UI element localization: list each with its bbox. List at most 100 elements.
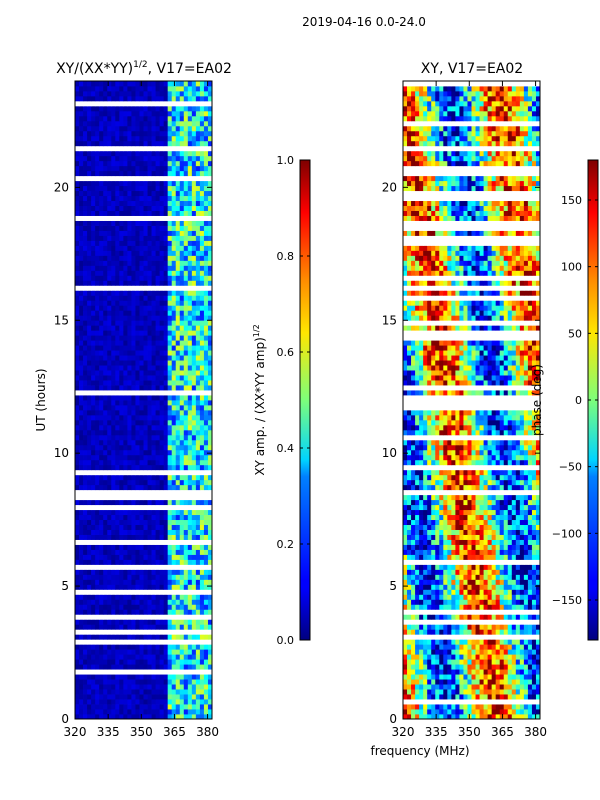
heatmap-cell: [155, 599, 161, 605]
heatmap-cell: [407, 694, 412, 700]
heatmap-cell: [143, 275, 148, 281]
heatmap-cell: [459, 629, 464, 635]
heatmap-cell: [87, 449, 92, 456]
heatmap-cell: [179, 479, 185, 486]
heatmap-cell: [183, 404, 189, 411]
heatmap-cell: [155, 564, 161, 570]
heatmap-cell: [171, 90, 177, 97]
heatmap-cell: [163, 175, 169, 182]
heatmap-cell: [91, 345, 96, 351]
heatmap-cell: [191, 300, 197, 306]
heatmap-cell: [163, 459, 169, 466]
heatmap-cell: [195, 135, 201, 142]
heatmap-cell: [91, 95, 96, 102]
heatmap-cell: [431, 644, 436, 650]
heatmap-cell: [159, 509, 165, 516]
heatmap-cell: [159, 81, 165, 87]
heatmap-cell: [187, 609, 193, 615]
heatmap-cell: [139, 419, 144, 426]
heatmap-cell: [179, 320, 185, 326]
heatmap-cell: [451, 669, 456, 675]
heatmap-cell: [179, 135, 185, 142]
heatmap-cell: [91, 494, 96, 501]
heatmap-cell: [199, 375, 205, 381]
heatmap-cell: [151, 569, 156, 575]
heatmap-cell: [175, 380, 181, 386]
heatmap-cell: [87, 375, 92, 381]
heatmap-cell: [131, 519, 136, 526]
heatmap-cell: [95, 370, 100, 376]
heatmap-cell: [179, 614, 185, 620]
heatmap-cell: [415, 679, 420, 685]
heatmap-cell: [195, 469, 201, 476]
heatmap-cell: [191, 714, 197, 719]
heatmap-cell: [87, 250, 92, 256]
heatmap-cell: [79, 644, 84, 650]
heatmap-cell: [91, 454, 96, 461]
heatmap-cell: [479, 639, 484, 645]
heatmap-cell: [107, 694, 112, 700]
heatmap-cell: [179, 584, 185, 590]
heatmap-cell: [175, 290, 181, 296]
heatmap-cell: [83, 165, 88, 172]
heatmap-cell: [79, 100, 84, 107]
heatmap-cell: [155, 250, 161, 256]
heatmap-cell: [155, 704, 161, 710]
heatmap-cell: [143, 439, 148, 446]
heatmap-cell: [87, 659, 92, 665]
heatmap-cell: [199, 614, 205, 620]
heatmap-cell: [103, 90, 108, 97]
heatmap-cell: [119, 310, 124, 316]
heatmap-cell: [75, 195, 80, 202]
heatmap-cell: [155, 340, 161, 346]
heatmap-cell: [75, 534, 80, 540]
heatmap-cell: [127, 584, 132, 590]
heatmap-cell: [179, 609, 185, 615]
heatmap-cell: [127, 205, 132, 211]
heatmap-cell: [171, 155, 177, 162]
heatmap-cell: [155, 190, 161, 197]
heatmap-cell: [99, 509, 104, 516]
heatmap-cell: [175, 454, 181, 461]
heatmap-cell: [131, 105, 136, 112]
heatmap-cell: [139, 434, 144, 441]
heatmap-cell: [119, 81, 124, 87]
heatmap-cell: [119, 340, 124, 346]
heatmap-cell: [475, 699, 480, 705]
heatmap-cell: [119, 305, 124, 311]
heatmap-cell: [123, 220, 128, 226]
heatmap-cell: [103, 509, 108, 516]
heatmap-cell: [195, 574, 201, 580]
heatmap-cell: [95, 474, 100, 481]
heatmap-cell: [131, 509, 136, 516]
heatmap-cell: [459, 704, 464, 710]
heatmap-cell: [111, 215, 116, 221]
heatmap-cell: [199, 429, 205, 436]
heatmap-cell: [183, 704, 189, 710]
heatmap-cell: [463, 659, 468, 665]
heatmap-cell: [407, 664, 412, 670]
heatmap-cell: [115, 245, 120, 251]
heatmap-cell: [175, 385, 181, 391]
heatmap-cell: [191, 160, 197, 167]
heatmap-cell: [195, 594, 201, 600]
heatmap-cell: [423, 639, 428, 645]
heatmap-cell: [95, 140, 100, 147]
heatmap-cell: [79, 85, 84, 92]
heatmap-cell: [115, 145, 120, 152]
heatmap-cell: [83, 644, 88, 650]
heatmap-cell: [195, 205, 201, 211]
heatmap-cell: [131, 275, 136, 281]
heatmap-cell: [455, 649, 460, 655]
heatmap-cell: [143, 449, 148, 456]
heatmap-cell: [123, 644, 128, 650]
heatmap-cell: [167, 409, 173, 416]
heatmap-cell: [203, 664, 209, 670]
heatmap-cell: [151, 629, 156, 635]
heatmap-cell: [171, 489, 177, 496]
heatmap-cell: [163, 260, 169, 266]
heatmap-cell: [123, 230, 128, 236]
heatmap-cell: [103, 494, 108, 501]
heatmap-cell: [195, 185, 201, 192]
heatmap-cell: [107, 375, 112, 381]
